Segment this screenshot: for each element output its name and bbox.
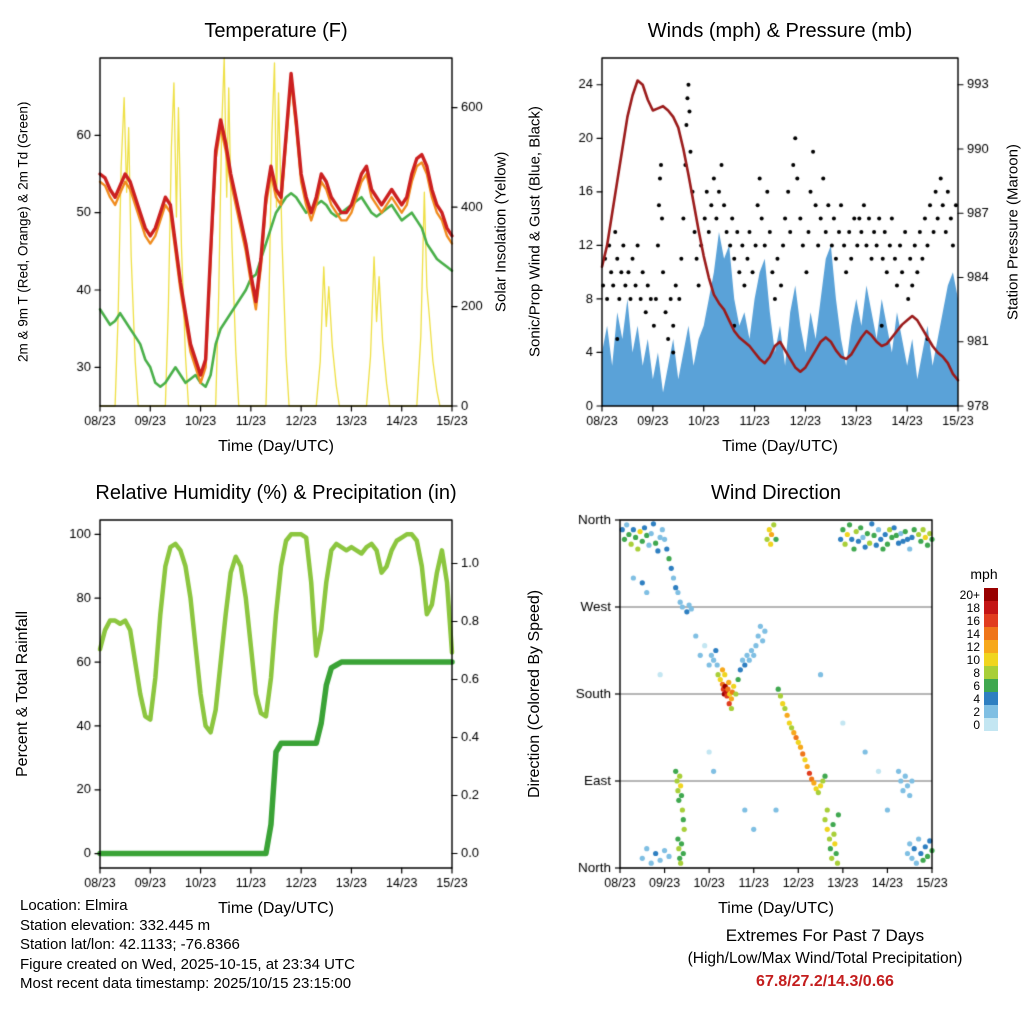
winds-pressure-chart-canvas xyxy=(524,8,1024,478)
legend-level: 16 xyxy=(952,613,1016,628)
legend-title: mph xyxy=(970,566,998,582)
winds-pressure-chart-title: Winds (mph) & Pressure (mb) xyxy=(647,20,913,42)
legend-level: 20+ xyxy=(952,587,1016,602)
recent-timestamp: Most recent data timestamp: 2025/10/15 2… xyxy=(20,975,352,992)
legend-level-swatch xyxy=(984,679,998,692)
legend-level-label: 0 xyxy=(973,717,980,732)
legend-level-label: 2 xyxy=(973,704,980,719)
legend-level: 18 xyxy=(952,600,1016,615)
station-location: Location: Elmira xyxy=(20,897,128,914)
wind-speed-legend: mph 20+ 18 16 14 12 10 8 6 4 2 0 xyxy=(952,566,1016,732)
panel-winds-pressure: Winds (mph) & Pressure (mb) Sonic/Prop W… xyxy=(524,8,1024,478)
panel-humidity-precip: Relative Humidity (%) & Precipitation (i… xyxy=(12,470,512,940)
legend-level-label: 12 xyxy=(966,639,980,654)
wind-direction-chart-canvas xyxy=(524,470,1024,940)
legend-level-label: 8 xyxy=(973,665,980,680)
legend-level-label: 18 xyxy=(966,600,980,615)
wind-direction-chart-title: Wind Direction xyxy=(710,482,842,504)
temperature-ylabel-right: Solar Insolation (Yellow) xyxy=(492,151,510,313)
legend-level-swatch xyxy=(984,653,998,666)
temperature-chart-canvas xyxy=(12,8,512,478)
extremes-title: Extremes For Past 7 Days xyxy=(725,926,925,945)
temperature-chart-title: Temperature (F) xyxy=(204,20,348,42)
winds-ylabel-left: Sonic/Prop Wind & Gust (Blue, Black) xyxy=(526,106,544,358)
legend-level: 12 xyxy=(952,639,1016,654)
wind-direction-xlabel: Time (Day/UTC) xyxy=(718,900,834,917)
legend-level-swatch xyxy=(984,588,998,601)
legend-level: 0 xyxy=(952,717,1016,732)
station-info: Location: Elmira Station elevation: 332.… xyxy=(20,896,355,994)
temperature-xlabel: Time (Day/UTC) xyxy=(218,438,334,455)
legend-level-swatch xyxy=(984,692,998,705)
extremes-subtitle: (High/Low/Max Wind/Total Precipitation) xyxy=(687,950,963,967)
humidity-ylabel-left: Percent & Total Rainfall xyxy=(14,611,31,778)
extremes-values: 67.8/27.2/14.3/0.66 xyxy=(756,973,894,990)
legend-level-label: 16 xyxy=(966,613,980,628)
panel-temperature: Temperature (F) 2m & 9m T (Red, Orange) … xyxy=(12,8,512,478)
legend-level-label: 20+ xyxy=(959,587,980,602)
humidity-precip-chart-canvas xyxy=(12,470,512,940)
legend-level: 14 xyxy=(952,626,1016,641)
legend-level-swatch xyxy=(984,614,998,627)
humidity-xlabel: Time (Day/UTC) xyxy=(218,900,334,917)
station-elevation: Station elevation: 332.445 m xyxy=(20,916,211,934)
legend-levels: 20+ 18 16 14 12 10 8 6 4 2 0 xyxy=(952,587,1016,732)
legend-level-swatch xyxy=(984,627,998,640)
extremes-block: Extremes For Past 7 Days (High/Low/Max W… xyxy=(630,926,1020,991)
legend-level-label: 10 xyxy=(966,652,980,667)
winds-xlabel: Time (Day/UTC) xyxy=(722,438,838,455)
temperature-ylabel-left: 2m & 9m T (Red, Orange) & 2m Td (Green) xyxy=(15,101,31,363)
legend-level-swatch xyxy=(984,601,998,614)
panel-wind-direction: Wind Direction Direction (Colored By Spe… xyxy=(524,470,1024,940)
legend-level-label: 4 xyxy=(973,691,980,706)
figure-created: Figure created on Wed, 2025-10-15, at 23… xyxy=(20,955,355,973)
legend-level: 6 xyxy=(952,678,1016,693)
legend-level: 8 xyxy=(952,665,1016,680)
legend-level-swatch xyxy=(984,705,998,718)
winds-ylabel-right: Station Pressure (Maroon) xyxy=(1004,144,1022,320)
legend-level-swatch xyxy=(984,666,998,679)
legend-level: 4 xyxy=(952,691,1016,706)
station-latlon: Station lat/lon: 42.1133; -76.8366 xyxy=(20,936,240,953)
legend-level-swatch xyxy=(984,640,998,653)
wind-direction-ylabel-left: Direction (Colored By Speed) xyxy=(526,589,543,799)
legend-level-label: 14 xyxy=(966,626,980,641)
legend-level-label: 6 xyxy=(973,678,980,693)
legend-level: 2 xyxy=(952,704,1016,719)
legend-level: 10 xyxy=(952,652,1016,667)
legend-level-swatch xyxy=(984,718,998,731)
humidity-precip-chart-title: Relative Humidity (%) & Precipitation (i… xyxy=(95,482,457,504)
